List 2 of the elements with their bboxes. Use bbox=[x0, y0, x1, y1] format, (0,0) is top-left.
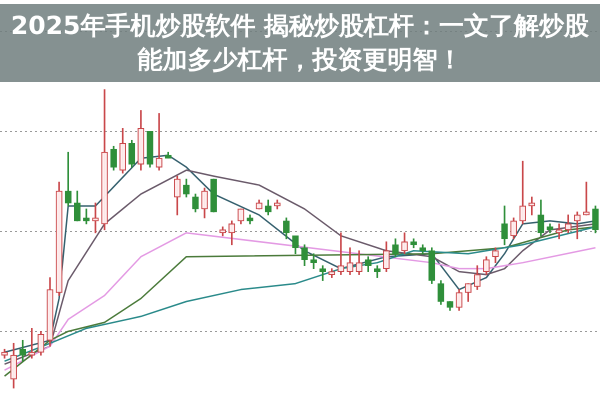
chart-title: 2025年手机炒股软件 揭秘炒股杠杆：一文了解炒股能加多少杠杆，投资更明智！ bbox=[10, 10, 590, 76]
candlestick bbox=[92, 202, 99, 234]
